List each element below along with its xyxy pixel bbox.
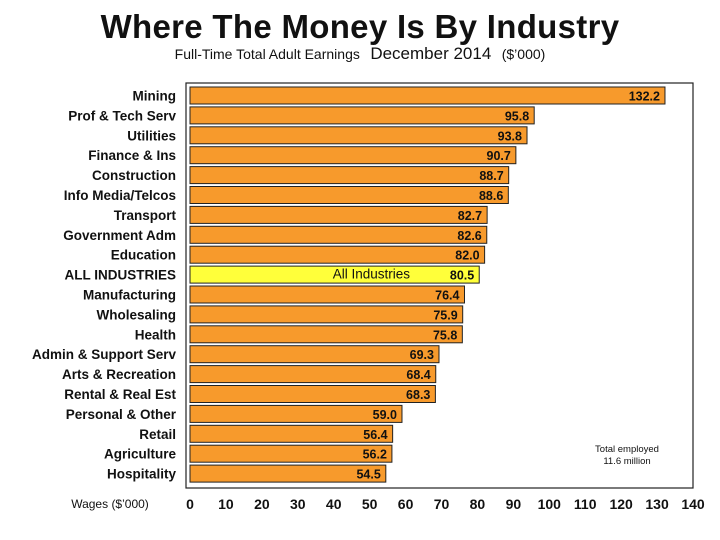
bar (189, 205, 488, 224)
category-label: Admin & Support Serv (32, 347, 177, 362)
value-label: 68.4 (406, 368, 430, 382)
x-tick-label: 90 (506, 496, 522, 512)
category-label: Utilities (127, 128, 176, 143)
bar (189, 444, 393, 463)
value-label: 75.8 (433, 328, 457, 342)
category-label: Government Adm (63, 228, 176, 243)
bar (189, 345, 440, 364)
subtitle-earnings: Full-Time Total Adult Earnings (174, 46, 360, 62)
value-label: 93.8 (498, 129, 522, 143)
bar (189, 305, 464, 324)
bar (189, 86, 666, 105)
x-tick-label: 60 (398, 496, 414, 512)
bar (189, 166, 510, 185)
bar (189, 464, 387, 483)
value-label: 90.7 (487, 149, 511, 163)
value-label: 88.6 (479, 189, 503, 203)
chart-subtitle: Full-Time Total Adult Earnings December … (0, 44, 720, 64)
x-tick-label: 10 (218, 496, 234, 512)
category-label: Manufacturing (83, 288, 176, 303)
category-label: Hospitality (107, 467, 177, 482)
category-label: Health (135, 327, 176, 342)
x-tick-label: 50 (362, 496, 378, 512)
category-label: Agriculture (104, 447, 177, 462)
bar (189, 385, 436, 403)
bar (189, 146, 517, 165)
value-label: 59.0 (373, 408, 397, 422)
value-label: 82.0 (455, 249, 479, 263)
category-label: Mining (133, 89, 177, 104)
x-tick-label: 130 (645, 496, 669, 512)
x-tick-label: 70 (434, 496, 450, 512)
value-label: 69.3 (410, 348, 434, 362)
value-label: 80.5 (450, 269, 474, 283)
highlight-label: All Industries (333, 267, 411, 282)
value-label: 54.5 (356, 468, 380, 482)
x-tick-label: 30 (290, 496, 306, 512)
category-label: Prof & Tech Serv (68, 108, 176, 123)
value-label: 82.7 (458, 209, 482, 223)
x-tick-label: 120 (609, 496, 633, 512)
value-label: 56.2 (363, 448, 387, 462)
bar (189, 186, 509, 204)
value-label: 82.6 (457, 229, 481, 243)
x-tick-label: 20 (254, 496, 270, 512)
bar (189, 245, 486, 264)
subtitle-date: December 2014 (370, 44, 492, 63)
x-axis-label: Wages ($’000) (71, 497, 149, 511)
bar (189, 365, 437, 384)
x-tick-label: 140 (681, 496, 705, 512)
bar (189, 285, 465, 304)
value-label: 132.2 (629, 90, 660, 104)
x-tick-label: 80 (470, 496, 486, 512)
x-tick-label: 40 (326, 496, 342, 512)
value-label: 88.7 (479, 169, 503, 183)
bar (189, 265, 480, 284)
category-label: ALL INDUSTRIES (64, 268, 176, 283)
annotation-text: 11.6 million (603, 456, 650, 467)
value-label: 56.4 (363, 428, 387, 442)
bar (189, 404, 403, 423)
category-label: Retail (139, 427, 176, 442)
category-label: Construction (92, 168, 176, 183)
category-label: Info Media/Telcos (64, 188, 176, 203)
value-label: 75.9 (433, 308, 457, 322)
category-label: Finance & Ins (88, 148, 176, 163)
category-label: Transport (114, 208, 177, 223)
chart-title: Where The Money Is By Industry (100, 8, 620, 45)
category-label: Arts & Recreation (62, 367, 176, 382)
category-label: Rental & Real Est (64, 387, 176, 402)
x-tick-label: 110 (574, 496, 597, 512)
bar (189, 126, 528, 145)
x-tick-label: 0 (186, 496, 194, 512)
category-label: Wholesaling (96, 307, 176, 322)
category-label: Education (111, 248, 176, 263)
annotation-text: Total employed (595, 444, 659, 455)
bar (189, 325, 463, 344)
value-label: 76.4 (435, 289, 459, 303)
category-label: Personal & Other (66, 407, 177, 422)
x-tick-label: 100 (538, 496, 562, 512)
value-label: 95.8 (505, 109, 529, 123)
value-label: 68.3 (406, 388, 430, 402)
bar (189, 424, 394, 443)
subtitle-units: ($’000) (501, 46, 546, 62)
bar (189, 225, 488, 244)
bar (189, 106, 535, 125)
